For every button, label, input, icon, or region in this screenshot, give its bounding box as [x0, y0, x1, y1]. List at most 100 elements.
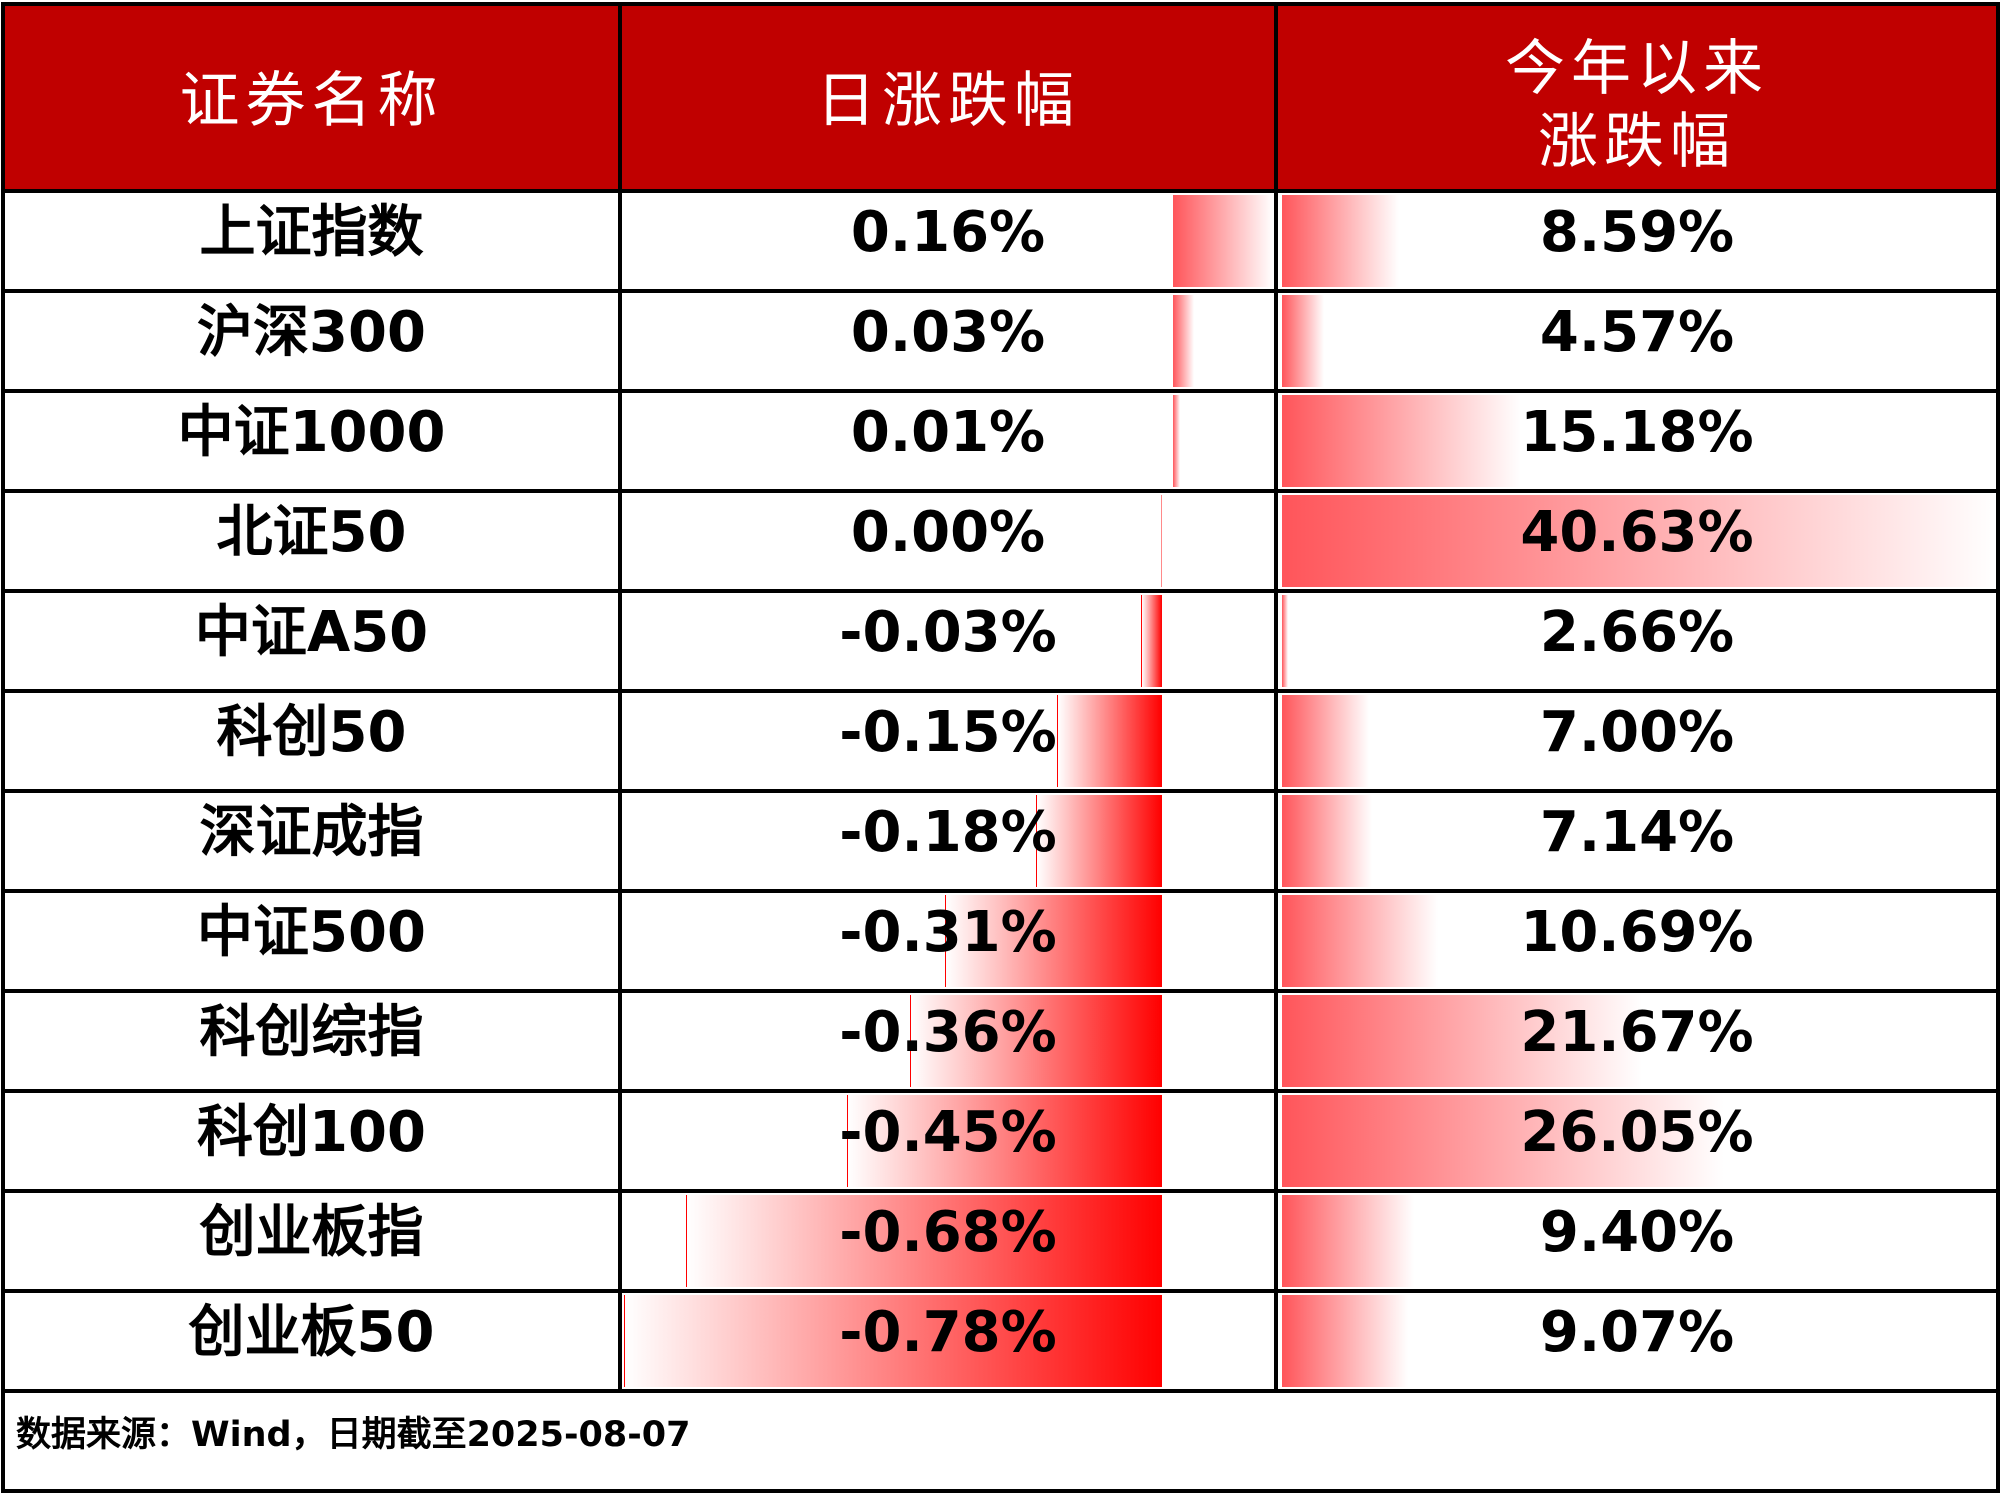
ytd-change-data-bar	[1282, 1095, 1725, 1187]
table-row: 中证1000 0.01% 15.18%	[5, 389, 1996, 489]
table-row: 中证A50 -0.03% 2.66%	[5, 589, 1996, 689]
daily-change-cell: -0.45%	[618, 1093, 1274, 1189]
security-name: 创业板50	[188, 1300, 435, 1365]
table-row: 创业板指 -0.68% 9.40%	[5, 1189, 1996, 1289]
daily-change-data-bar	[1173, 295, 1194, 387]
header-security-name: 证券名称	[5, 6, 618, 189]
daily-change-data-bar	[945, 895, 1162, 987]
security-name-cell: 北证50	[5, 493, 618, 589]
table-footer: 数据来源：Wind，日期截至2025-08-07	[5, 1389, 1996, 1489]
security-name-cell: 中证1000	[5, 393, 618, 489]
daily-change-value: -0.18%	[839, 800, 1057, 865]
header-security-name-label: 证券名称	[179, 66, 444, 136]
daily-change-data-bar	[910, 995, 1162, 1087]
ytd-change-data-bar	[1282, 1195, 1414, 1287]
header-ytd-change-label: 今年以来 涨跌幅	[1278, 33, 1996, 179]
security-name-cell: 科创50	[5, 693, 618, 789]
daily-change-value: -0.78%	[839, 1300, 1057, 1365]
security-name: 中证500	[197, 900, 426, 965]
table-row: 北证50 0.00% 40.63%	[5, 489, 1996, 589]
ytd-change-value: 10.69%	[1520, 900, 1754, 965]
ytd-change-value: 7.14%	[1539, 800, 1735, 865]
table-row: 科创综指 -0.36% 21.67%	[5, 989, 1996, 1089]
daily-change-value: -0.36%	[839, 1000, 1057, 1065]
daily-change-data-bar	[1173, 195, 1273, 287]
daily-change-data-bar	[1141, 595, 1162, 687]
daily-change-cell: -0.68%	[618, 1193, 1274, 1289]
table-row: 科创100 -0.45% 26.05%	[5, 1089, 1996, 1189]
table-row: 科创50 -0.15% 7.00%	[5, 689, 1996, 789]
ytd-change-value: 4.57%	[1539, 300, 1735, 365]
security-name: 深证成指	[199, 800, 424, 865]
daily-change-value: -0.31%	[839, 900, 1057, 965]
security-name: 科创50	[216, 700, 407, 765]
daily-change-value: 0.16%	[850, 200, 1046, 265]
daily-change-cell: -0.31%	[618, 893, 1274, 989]
source-note: 数据来源：Wind，日期截至2025-08-07	[16, 1415, 691, 1455]
table-row: 上证指数 0.16% 8.59%	[5, 189, 1996, 289]
security-name-cell: 沪深300	[5, 293, 618, 389]
ytd-change-value: 26.05%	[1520, 1100, 1754, 1165]
daily-change-value: 0.03%	[850, 300, 1046, 365]
ytd-change-value: 9.07%	[1539, 1300, 1735, 1365]
ytd-change-cell: 21.67%	[1274, 993, 1996, 1089]
ytd-change-cell: 9.40%	[1274, 1193, 1996, 1289]
daily-change-data-bar	[686, 1195, 1162, 1287]
ytd-change-data-bar	[1282, 795, 1372, 887]
table-row: 深证成指 -0.18% 7.14%	[5, 789, 1996, 889]
daily-change-cell: -0.15%	[618, 693, 1274, 789]
ytd-change-value: 21.67%	[1520, 1000, 1754, 1065]
ytd-change-data-bar	[1282, 895, 1438, 987]
ytd-change-value: 40.63%	[1520, 500, 1754, 565]
daily-change-data-bar	[1036, 795, 1162, 887]
ytd-change-cell: 10.69%	[1274, 893, 1996, 989]
ytd-change-value: 15.18%	[1520, 400, 1754, 465]
daily-change-value: -0.45%	[839, 1100, 1057, 1165]
header-ytd-change: 今年以来 涨跌幅	[1274, 6, 1996, 189]
security-name: 中证1000	[177, 400, 446, 465]
ytd-change-cell: 40.63%	[1274, 493, 1996, 589]
ytd-change-data-bar	[1282, 995, 1643, 1087]
header-ytd-line2: 涨跌幅	[1538, 107, 1736, 177]
daily-change-cell: 0.16%	[618, 193, 1274, 289]
ytd-change-cell: 2.66%	[1274, 593, 1996, 689]
security-name-cell: 创业板50	[5, 1293, 618, 1389]
daily-change-cell: -0.03%	[618, 593, 1274, 689]
ytd-change-data-bar	[1282, 495, 1996, 587]
security-name: 创业板指	[199, 1200, 424, 1265]
daily-change-value: -0.68%	[839, 1200, 1057, 1265]
security-name-cell: 深证成指	[5, 793, 618, 889]
header-daily-change: 日涨跌幅	[618, 6, 1274, 189]
security-name-cell: 创业板指	[5, 1193, 618, 1289]
ytd-change-cell: 7.14%	[1274, 793, 1996, 889]
security-name: 科创100	[197, 1100, 426, 1165]
security-name: 上证指数	[199, 200, 424, 265]
ytd-change-cell: 9.07%	[1274, 1293, 1996, 1389]
ytd-change-cell: 15.18%	[1274, 393, 1996, 489]
ytd-change-data-bar	[1282, 695, 1369, 787]
ytd-change-data-bar	[1282, 1295, 1408, 1387]
ytd-change-value: 2.66%	[1539, 600, 1735, 665]
ytd-change-value: 8.59%	[1539, 200, 1735, 265]
security-name: 北证50	[216, 500, 407, 565]
daily-change-cell: -0.78%	[618, 1293, 1274, 1389]
ytd-change-cell: 8.59%	[1274, 193, 1996, 289]
ytd-change-value: 7.00%	[1539, 700, 1735, 765]
security-name: 中证A50	[194, 600, 429, 665]
daily-change-value: -0.15%	[839, 700, 1057, 765]
header-daily-change-label: 日涨跌幅	[816, 66, 1080, 136]
header-ytd-line1: 今年以来	[1505, 34, 1769, 104]
daily-change-data-bar	[847, 1095, 1162, 1187]
daily-change-cell: 0.01%	[618, 393, 1274, 489]
ytd-change-cell: 7.00%	[1274, 693, 1996, 789]
security-name-cell: 中证500	[5, 893, 618, 989]
table-row: 沪深300 0.03% 4.57%	[5, 289, 1996, 389]
daily-change-data-bar	[1161, 495, 1162, 587]
ytd-change-data-bar	[1282, 595, 1288, 687]
daily-change-data-bar	[1173, 395, 1180, 487]
security-name-cell: 科创100	[5, 1093, 618, 1189]
security-name-cell: 科创综指	[5, 993, 618, 1089]
table-row: 中证500 -0.31% 10.69%	[5, 889, 1996, 989]
security-name: 沪深300	[197, 300, 426, 365]
